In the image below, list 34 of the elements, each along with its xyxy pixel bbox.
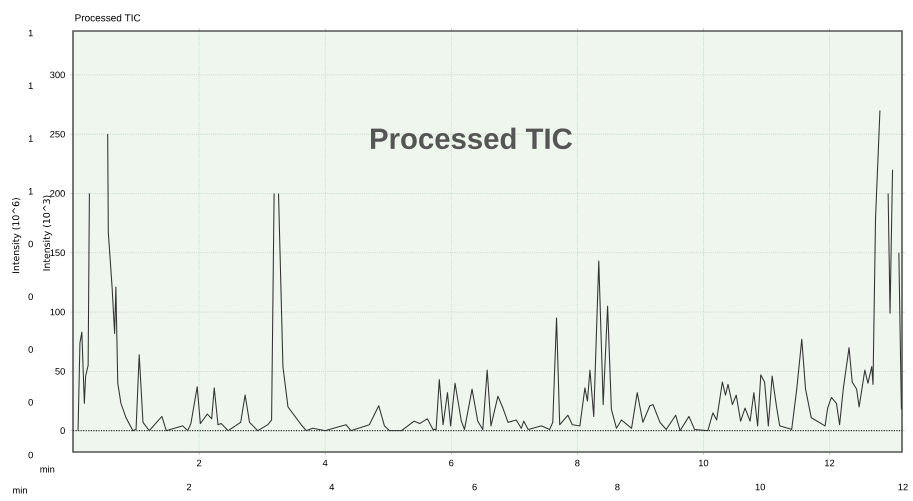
y-axis-title: Intensity (10^3)	[42, 196, 52, 270]
x-tick-label: 8	[575, 460, 580, 466]
y-tick-label: 200	[50, 190, 65, 197]
y-tick-label: 50	[55, 368, 65, 375]
x-tick-label: 2	[196, 460, 202, 466]
x-axis-title: min	[40, 466, 54, 472]
annotation: Processed TIC	[370, 128, 572, 150]
chart-title: Processed TIC	[75, 14, 140, 22]
y2-tick-label: 0	[28, 293, 33, 300]
y-tick-label: 150	[50, 249, 65, 256]
y-tick-label: 250	[50, 130, 65, 138]
y2-tick-label: 1	[28, 188, 33, 194]
x2-tick-label: 4	[329, 484, 334, 490]
y-tick-label: 0	[60, 427, 65, 434]
x-tick-label: 4	[322, 460, 328, 466]
x-tick-label: 10	[698, 460, 708, 466]
y2-tick-label: 1	[28, 82, 33, 89]
x2-tick-label: 6	[472, 484, 477, 490]
y2-tick-label: 0	[28, 398, 33, 406]
x2-tick-label: 10	[756, 484, 766, 490]
x2-axis-title: min	[13, 486, 27, 494]
y-tick-label: 100	[50, 308, 65, 316]
y2-tick-label: 0	[28, 240, 33, 248]
x-tick-label: 12	[825, 460, 834, 466]
y-tick-label: 300	[50, 72, 65, 78]
y2-axis-title: Intensity (10^6)	[12, 198, 22, 273]
y2-tick-label: 0	[28, 452, 33, 458]
y2-tick-label: 1	[28, 30, 33, 36]
y2-tick-label: 1	[28, 135, 33, 142]
x2-tick-label: 12	[898, 484, 908, 490]
x2-tick-label: 2	[186, 484, 192, 490]
x-tick-label: 6	[449, 460, 454, 466]
y2-tick-label: 0	[28, 346, 33, 353]
x2-tick-label: 8	[615, 484, 620, 490]
